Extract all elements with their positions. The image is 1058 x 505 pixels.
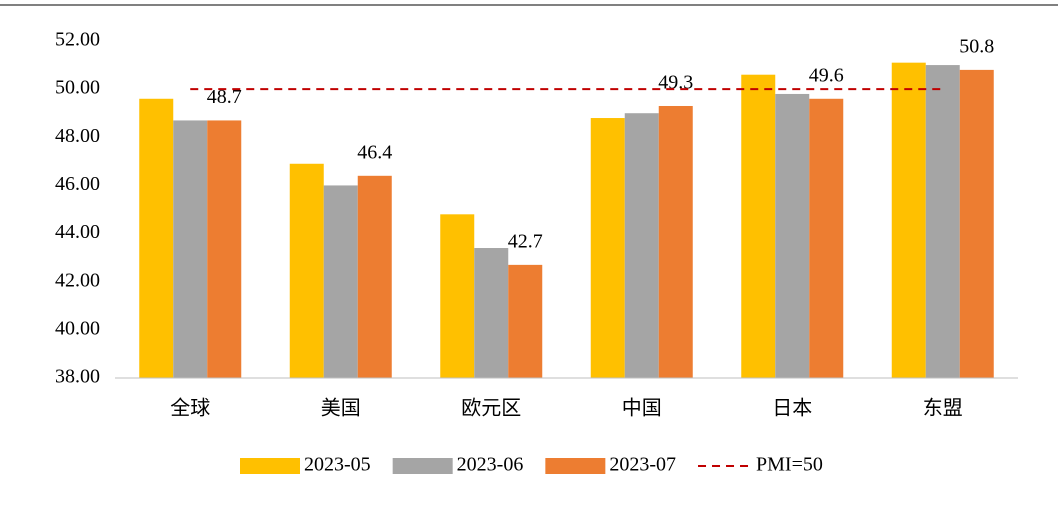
bar	[925, 65, 960, 379]
bar	[624, 113, 659, 378]
bar	[323, 185, 358, 378]
data-label: 50.8	[959, 35, 994, 57]
y-tick-label: 42.00	[55, 269, 100, 291]
data-label: 49.3	[658, 72, 693, 94]
data-label: 49.6	[809, 64, 844, 86]
x-tick-label: 全球	[170, 397, 210, 420]
bar	[741, 74, 776, 378]
legend-label: 2023-07	[609, 454, 676, 476]
bar	[809, 98, 844, 379]
bar	[474, 248, 509, 378]
bar	[959, 69, 994, 378]
x-tick-label: 美国	[321, 397, 361, 420]
x-tick-label: 东盟	[923, 397, 963, 420]
bar	[658, 105, 693, 378]
legend-label: 2023-06	[457, 454, 524, 476]
bar	[139, 98, 174, 379]
x-tick-label: 中国	[622, 397, 662, 420]
y-tick-label: 48.00	[55, 125, 100, 147]
legend-label: 2023-05	[304, 454, 371, 476]
x-tick-label: 日本	[772, 397, 812, 420]
bar	[289, 163, 324, 378]
y-tick-label: 46.00	[55, 173, 100, 195]
y-tick-label: 40.00	[55, 317, 100, 339]
bar	[775, 93, 810, 378]
bar	[891, 62, 926, 379]
legend-swatch	[392, 458, 453, 474]
data-label: 48.7	[207, 86, 242, 108]
bar	[508, 264, 543, 378]
legend-label: PMI=50	[756, 454, 823, 476]
legend-swatch	[545, 458, 606, 474]
bar	[173, 120, 208, 378]
x-tick-label: 欧元区	[461, 397, 521, 420]
bar	[440, 214, 475, 378]
bar	[590, 118, 625, 379]
y-tick-label: 38.00	[55, 366, 100, 388]
y-tick-label: 50.00	[55, 77, 100, 99]
data-label: 42.7	[508, 230, 543, 252]
y-tick-label: 52.00	[55, 29, 100, 51]
legend-swatch	[240, 458, 300, 474]
data-label: 46.4	[357, 141, 392, 163]
bar	[207, 120, 242, 378]
bar	[357, 175, 392, 378]
y-tick-label: 44.00	[55, 221, 100, 243]
